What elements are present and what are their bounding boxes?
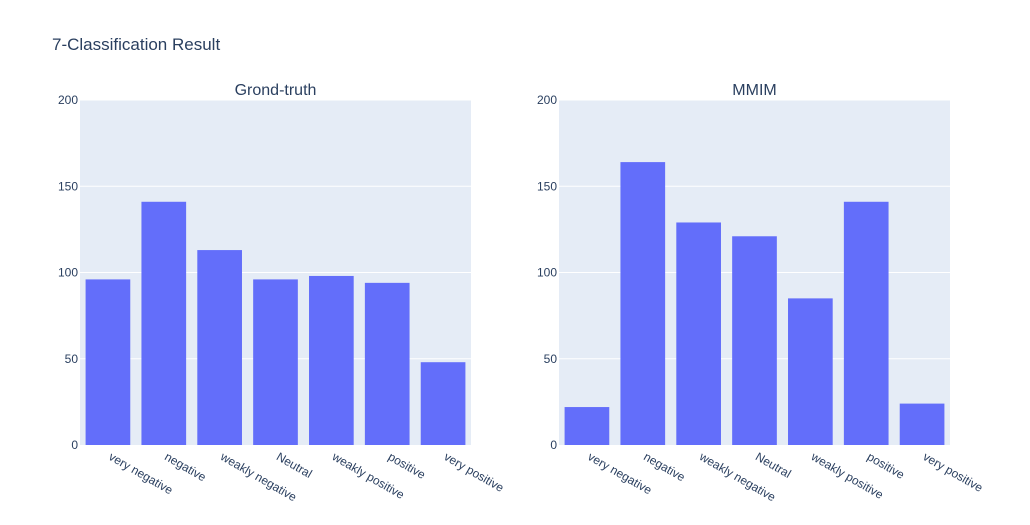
bar-positive[interactable] — [843, 201, 889, 445]
figure-title: 7-Classification Result — [52, 35, 220, 54]
y-tick-label: 200 — [537, 93, 557, 107]
bar-neutral[interactable] — [253, 279, 298, 445]
y-tick-label: 100 — [58, 266, 78, 280]
bar-negative[interactable] — [141, 201, 187, 445]
subplot-title: MMIM — [732, 82, 776, 99]
x-tick-label: Neutral — [274, 449, 315, 480]
x-tick-label: negative — [641, 449, 688, 484]
bar-neutral[interactable] — [732, 236, 777, 445]
bar-weakly-positive[interactable] — [309, 275, 354, 445]
y-tick-label: 100 — [537, 266, 557, 280]
subplot-title: Grond-truth — [235, 82, 317, 99]
x-tick-label: positive — [865, 449, 908, 482]
bar-very-negative[interactable] — [85, 279, 131, 445]
x-tick-label: positive — [386, 449, 429, 482]
bar-very-positive[interactable] — [420, 362, 466, 445]
y-tick-label: 150 — [537, 179, 557, 193]
bar-negative[interactable] — [620, 162, 666, 445]
y-tick-label: 150 — [58, 179, 78, 193]
x-tick-label: negative — [162, 449, 209, 484]
y-tick-label: 0 — [550, 438, 557, 452]
bar-weakly-negative[interactable] — [676, 222, 721, 445]
bar-weakly-positive[interactable] — [788, 298, 833, 445]
bar-very-positive[interactable] — [899, 403, 945, 445]
bar-very-negative[interactable] — [564, 407, 610, 445]
bar-positive[interactable] — [364, 282, 410, 445]
y-tick-label: 200 — [58, 93, 78, 107]
x-tick-label: very positive — [442, 449, 507, 495]
y-tick-label: 0 — [71, 438, 78, 452]
bar-weakly-negative[interactable] — [197, 250, 242, 445]
x-tick-label: very positive — [921, 449, 986, 495]
x-tick-label: Neutral — [753, 449, 794, 480]
y-tick-label: 50 — [65, 352, 79, 366]
y-tick-label: 50 — [544, 352, 558, 366]
